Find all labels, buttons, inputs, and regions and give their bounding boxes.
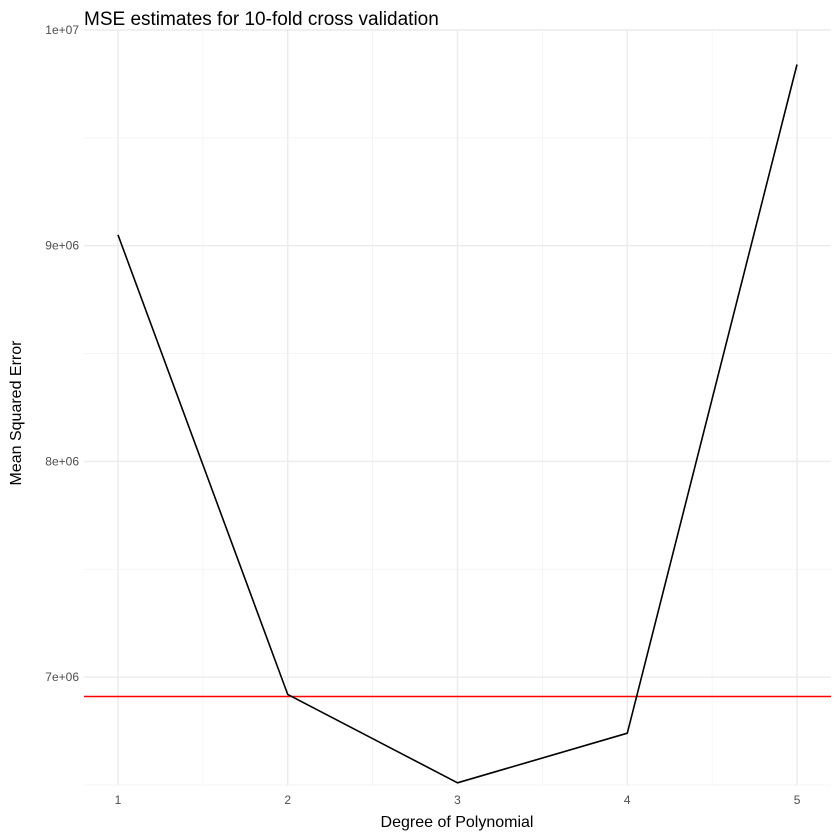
plot-grid	[84, 29, 831, 786]
x-axis-ticks: 1 2 3 4 5	[115, 793, 801, 807]
x-axis-title: Degree of Polynomial	[381, 814, 534, 831]
y-tick-label: 9e+06	[45, 239, 79, 253]
y-axis-ticks: 7e+06 8e+06 9e+06 1e+07	[45, 23, 79, 684]
x-tick-label: 1	[115, 793, 122, 807]
y-tick-label: 8e+06	[45, 454, 79, 468]
x-tick-label: 4	[624, 793, 631, 807]
x-tick-label: 3	[454, 793, 461, 807]
series-line	[117, 64, 798, 784]
y-axis-title: Mean Squared Error	[8, 340, 25, 486]
y-tick-label: 1e+07	[45, 23, 79, 37]
data-series	[117, 64, 798, 784]
chart-title: MSE estimates for 10-fold cross validati…	[84, 9, 439, 30]
y-tick-label: 7e+06	[45, 670, 79, 684]
x-tick-label: 2	[284, 793, 291, 807]
x-tick-label: 5	[794, 793, 801, 807]
